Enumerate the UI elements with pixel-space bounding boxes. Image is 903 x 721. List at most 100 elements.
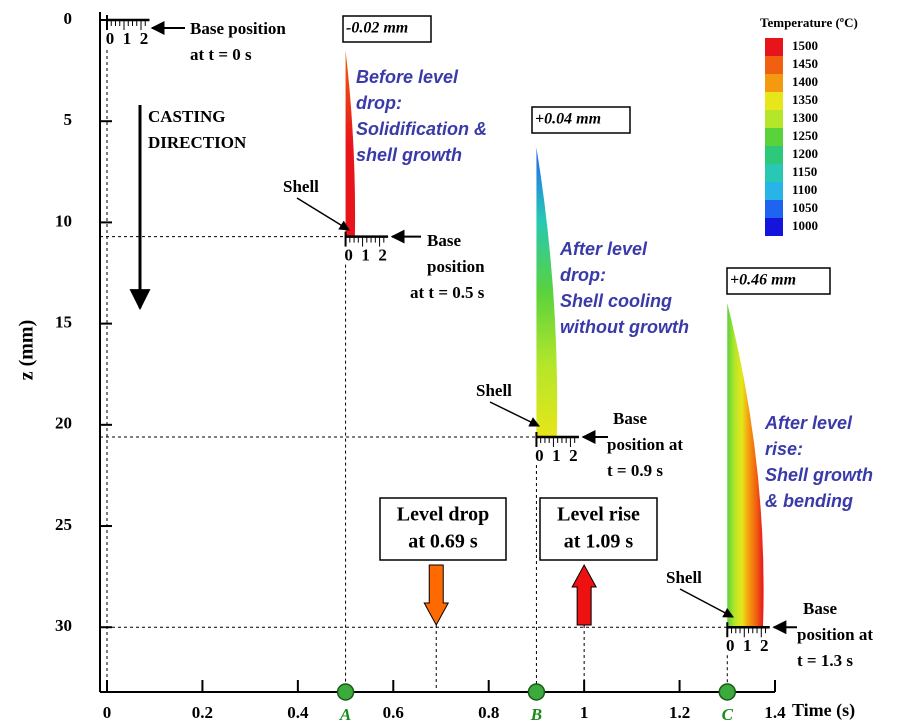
shell-label: Shell xyxy=(283,177,319,196)
shell xyxy=(346,50,356,236)
point-label: B xyxy=(530,705,542,721)
y-tick-label: 30 xyxy=(55,616,72,635)
y-axis-label: z (mm) xyxy=(16,320,38,381)
ruler-label: 0 xyxy=(344,245,353,264)
event-label: at 0.69 s xyxy=(408,531,478,553)
x-tick-label: 1 xyxy=(580,703,589,721)
colorbar-title: Temperature (ºC) xyxy=(760,15,858,30)
y-tick-label: 15 xyxy=(55,313,72,332)
colorbar-label: 1100 xyxy=(792,182,817,197)
time-point xyxy=(338,684,354,700)
colorbar-label: 1000 xyxy=(792,218,818,233)
note: & bending xyxy=(765,491,853,511)
ruler-label: 0 xyxy=(726,636,735,655)
ruler-label: 2 xyxy=(378,245,387,264)
colorbar-label: 1200 xyxy=(792,146,818,161)
base-label: t = 0.9 s xyxy=(607,461,663,480)
ruler-label: 0 xyxy=(106,29,115,48)
time-point xyxy=(719,684,735,700)
base-label: Base xyxy=(613,409,647,428)
ruler-label: 1 xyxy=(123,29,132,48)
shell-pointer xyxy=(680,589,733,617)
base-label: t = 1.3 s xyxy=(797,651,853,670)
colorbar-label: 1400 xyxy=(792,74,818,89)
base-label: at t = 0 s xyxy=(190,45,252,64)
x-tick-label: 1.4 xyxy=(764,703,786,721)
shell-label: Shell xyxy=(476,381,512,400)
colorbar-swatch xyxy=(765,110,783,128)
colorbar-swatch xyxy=(765,146,783,164)
ruler-label: 0 xyxy=(535,446,544,465)
point-label: C xyxy=(722,705,734,721)
note: After level xyxy=(764,413,853,433)
base-label: Base xyxy=(803,599,837,618)
event-label: Level rise xyxy=(557,504,640,526)
note: shell growth xyxy=(356,145,462,165)
note: rise: xyxy=(765,439,803,459)
note: drop: xyxy=(560,265,606,285)
base-label: Base position xyxy=(190,19,286,38)
shell-pointer xyxy=(490,402,539,426)
colorbar-label: 1250 xyxy=(792,128,818,143)
x-tick-label: 0.2 xyxy=(192,703,213,721)
shell-pointer xyxy=(297,198,349,230)
ruler-label: 2 xyxy=(140,29,149,48)
shift-label: +0.46 mm xyxy=(730,272,796,289)
base-label: Base xyxy=(427,231,461,250)
colorbar-swatch xyxy=(765,218,783,236)
ruler-label: 2 xyxy=(569,446,578,465)
colorbar-swatch xyxy=(765,56,783,74)
chart: z (mm) Time (s) CASTING DIRECTION 051015… xyxy=(0,0,903,721)
colorbar-label: 1350 xyxy=(792,92,818,107)
y-tick-label: 25 xyxy=(55,515,72,534)
event-arrow xyxy=(572,565,596,625)
x-tick-label: 0.6 xyxy=(383,703,404,721)
note: Shell cooling xyxy=(560,291,672,311)
shell xyxy=(727,303,763,627)
note: Shell growth xyxy=(765,465,873,485)
y-tick-label: 20 xyxy=(55,414,72,433)
time-point xyxy=(528,684,544,700)
colorbar-swatch xyxy=(765,92,783,110)
ruler-label: 1 xyxy=(743,636,752,655)
casting-label: CASTING xyxy=(148,107,225,126)
colorbar-swatch xyxy=(765,182,783,200)
note: Solidification & xyxy=(356,119,487,139)
event-label: at 1.09 s xyxy=(564,531,634,553)
colorbar-label: 1150 xyxy=(792,164,817,179)
colorbar-label: 1050 xyxy=(792,200,818,215)
shift-label: -0.02 mm xyxy=(346,20,408,37)
x-tick-label: 1.2 xyxy=(669,703,690,721)
x-tick-label: 0.4 xyxy=(287,703,309,721)
x-tick-label: 0.8 xyxy=(478,703,499,721)
base-label: position at xyxy=(607,435,683,454)
shell-label: Shell xyxy=(666,568,702,587)
colorbar-swatch xyxy=(765,74,783,92)
colorbar-swatch xyxy=(765,38,783,56)
shift-label: +0.04 mm xyxy=(535,111,601,128)
ruler-label: 2 xyxy=(760,636,769,655)
x-tick-label: 0 xyxy=(103,703,112,721)
point-label: A xyxy=(339,705,351,721)
colorbar-swatch xyxy=(765,128,783,146)
note: After level xyxy=(559,239,648,259)
colorbar-swatch xyxy=(765,164,783,182)
note: Before level xyxy=(356,67,459,87)
colorbar-label: 1300 xyxy=(792,110,818,125)
ruler-label: 1 xyxy=(552,446,561,465)
y-tick-label: 0 xyxy=(64,9,73,28)
casting-label: DIRECTION xyxy=(148,133,247,152)
shell xyxy=(536,148,557,437)
y-tick-label: 10 xyxy=(55,211,72,230)
event-label: Level drop xyxy=(397,504,489,526)
x-axis-label: Time (s) xyxy=(792,700,855,721)
colorbar-label: 1500 xyxy=(792,38,818,53)
y-tick-label: 5 xyxy=(64,110,73,129)
note: drop: xyxy=(356,93,402,113)
note: without growth xyxy=(560,317,689,337)
base-label: position xyxy=(427,257,485,276)
event-arrow xyxy=(424,565,448,625)
colorbar-swatch xyxy=(765,200,783,218)
ruler-label: 1 xyxy=(361,245,370,264)
colorbar-label: 1450 xyxy=(792,56,818,71)
